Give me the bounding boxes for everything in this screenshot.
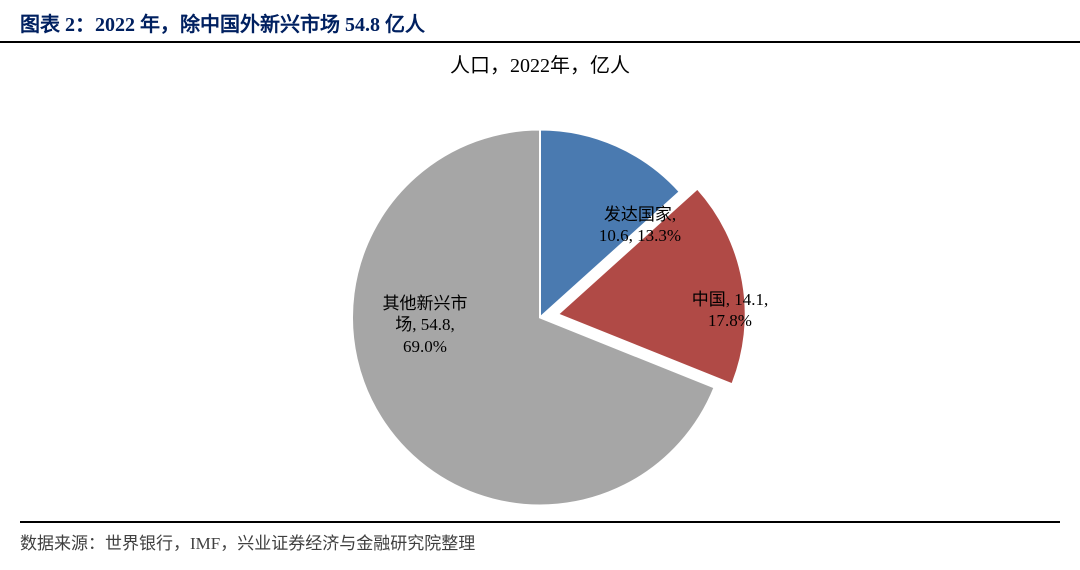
chart-subtitle: 人口，2022年，亿人 xyxy=(0,43,1080,78)
slice-label-0: 发达国家,10.6, 13.3% xyxy=(599,204,681,247)
figure-title: 图表 2：2022 年，除中国外新兴市场 54.8 亿人 xyxy=(20,8,1060,37)
figure-header: 图表 2：2022 年，除中国外新兴市场 54.8 亿人 xyxy=(0,0,1080,43)
slice-label-1: 中国, 14.1,17.8% xyxy=(692,289,769,332)
slice-label-2: 其他新兴市场, 54.8,69.0% xyxy=(383,293,468,357)
chart-area: 人口，2022年，亿人 发达国家,10.6, 13.3% 中国, 14.1,17.… xyxy=(0,43,1080,521)
